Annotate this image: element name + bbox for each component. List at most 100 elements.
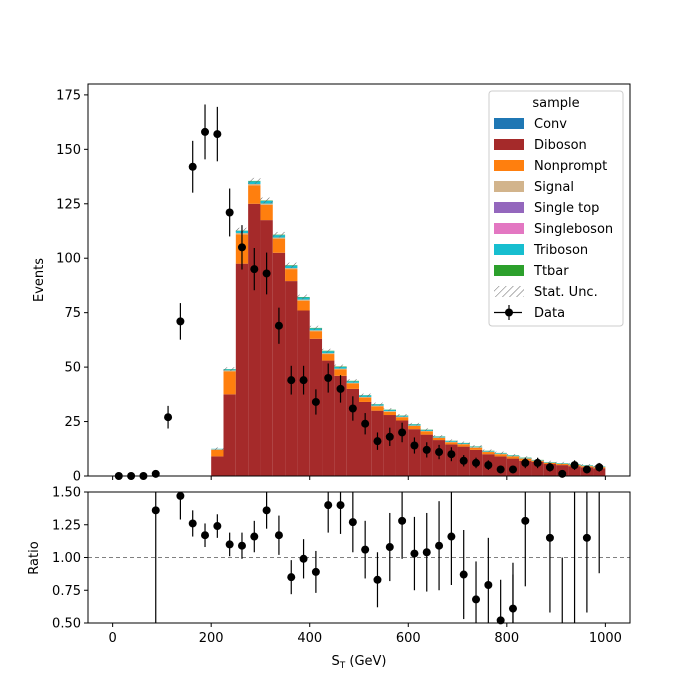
- ratio-y-tick-label: 0.50: [52, 617, 81, 632]
- ratio-point: [373, 575, 382, 584]
- bar-nonprompt: [395, 417, 409, 421]
- bar-nonprompt: [469, 447, 483, 450]
- data-point: [496, 465, 505, 474]
- stat-unc-band: [395, 414, 409, 417]
- data-point: [151, 469, 160, 478]
- data-point: [299, 376, 308, 385]
- legend-swatch-nonprompt: [494, 160, 524, 171]
- ratio-point: [472, 595, 481, 604]
- bar-nonprompt: [556, 464, 569, 466]
- ratio-point: [435, 541, 444, 550]
- data-point: [472, 458, 481, 467]
- bar-nonprompt: [322, 354, 335, 361]
- legend-swatch-stat-unc: [494, 286, 524, 297]
- ratio-point: [348, 518, 357, 527]
- data-point: [422, 445, 431, 454]
- ratio-point: [521, 516, 530, 525]
- data-point: [570, 461, 579, 470]
- data-point: [213, 130, 222, 139]
- data-point: [274, 321, 283, 330]
- x-axis-label: ST (GeV): [331, 654, 386, 671]
- ratio-point: [299, 554, 308, 563]
- legend-label-diboson: Diboson: [534, 138, 587, 153]
- ratio-point: [237, 541, 246, 550]
- bar-signal: [223, 370, 236, 372]
- data-point: [385, 432, 394, 441]
- ratio-point: [582, 533, 591, 542]
- stat-unc-band: [297, 294, 310, 300]
- ratio-point: [262, 506, 271, 515]
- bar-nonprompt: [445, 442, 458, 445]
- ratio-point: [545, 533, 554, 542]
- x-tick-label: 800: [494, 631, 519, 646]
- bar-diboson: [593, 468, 606, 476]
- data-point: [521, 458, 530, 467]
- bar-nonprompt: [334, 369, 347, 376]
- stat-unc-band: [432, 435, 446, 438]
- ratio-point: [188, 519, 197, 528]
- main-plot-frame: [87, 83, 631, 477]
- bar-nonprompt: [223, 371, 236, 395]
- bar-diboson: [260, 220, 273, 476]
- bar-nonprompt: [371, 406, 384, 411]
- bar-nonprompt: [494, 454, 507, 457]
- legend-label-nonprompt: Nonprompt: [534, 159, 607, 174]
- legend-marker-data: [505, 308, 513, 317]
- legend-title: sample: [532, 96, 579, 111]
- main-y-axis-label: Events: [32, 258, 47, 302]
- ratio-point: [336, 501, 345, 510]
- y-tick-label: 25: [64, 415, 81, 430]
- ratio-y-tick-label: 1.25: [52, 518, 81, 533]
- stat-unc-band: [457, 441, 470, 445]
- bar-signal: [309, 330, 323, 332]
- bar-signal: [346, 382, 359, 384]
- bar-nonprompt: [420, 431, 433, 435]
- ratio-points: [151, 491, 600, 625]
- ratio-point: [398, 516, 407, 525]
- legend: sample Conv Diboson Nonprompt Signal Single …: [488, 90, 624, 327]
- bar-signal: [260, 203, 273, 205]
- legend-swatch-conv: [494, 118, 524, 129]
- stat-unc-band: [223, 367, 236, 371]
- bar-nonprompt: [346, 383, 359, 389]
- legend-label-ttbar: Ttbar: [533, 264, 569, 279]
- ratio-point: [201, 531, 210, 540]
- data-point: [164, 413, 173, 422]
- data-point: [582, 465, 591, 474]
- main-y-axis: 0 25 50 75 100 125 150 175: [56, 88, 88, 485]
- y-tick-label: 0: [73, 470, 81, 485]
- ratio-y-axis-label: Ratio: [27, 541, 42, 574]
- bar-nonprompt: [457, 444, 470, 447]
- bar-signal: [371, 405, 384, 407]
- bar-diboson: [359, 401, 372, 476]
- bar-signal: [297, 299, 310, 301]
- bar-diboson: [211, 456, 224, 476]
- legend-swatch-singleboson: [494, 223, 524, 234]
- stat-unc-band: [383, 408, 396, 412]
- stat-unc-band: [359, 393, 372, 397]
- legend-swatch-triboson: [494, 244, 524, 255]
- stat-unc-band: [211, 447, 224, 451]
- bar-signal: [285, 268, 298, 270]
- x-axis: 0 200 400 600 800 1000: [108, 623, 622, 646]
- ratio-point: [459, 570, 468, 579]
- ratio-point: [324, 501, 333, 510]
- data-points: [114, 104, 604, 480]
- legend-label-stat-unc: Stat. Unc.: [534, 285, 598, 300]
- data-point: [533, 458, 542, 467]
- data-point: [176, 317, 185, 326]
- bar-nonprompt: [260, 204, 273, 221]
- bar-diboson: [272, 252, 286, 476]
- data-point: [348, 404, 357, 413]
- bar-nonprompt: [482, 452, 495, 455]
- data-point: [250, 265, 259, 274]
- x-tick-label: 200: [199, 631, 224, 646]
- bar-signal: [248, 183, 261, 186]
- stat-unc-band: [285, 262, 298, 268]
- stat-unc-band: [322, 348, 335, 353]
- ratio-point: [225, 540, 234, 549]
- stat-unc-band: [543, 460, 557, 464]
- bar-diboson: [334, 375, 347, 476]
- y-tick-label: 125: [56, 197, 81, 212]
